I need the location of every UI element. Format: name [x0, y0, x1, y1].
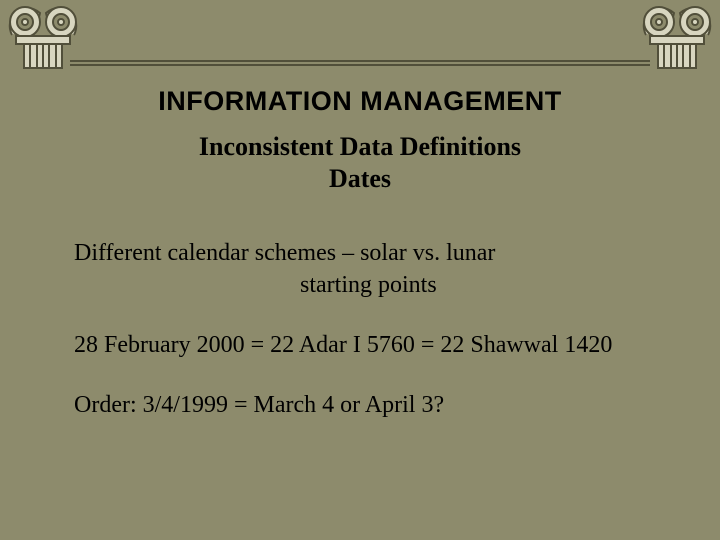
ionic-column-band: [0, 0, 720, 78]
body-line-4: Order: 3/4/1999 = March 4 or April 3?: [74, 392, 444, 419]
slide-title: INFORMATION MANAGEMENT: [0, 86, 720, 117]
lintel-bars: [70, 60, 650, 66]
slide-subtitle-1: Inconsistent Data Definitions: [0, 132, 720, 162]
body-line-2: starting points: [300, 272, 437, 299]
body-line-1: Different calendar schemes – solar vs. l…: [74, 240, 495, 267]
body-line-3: 28 February 2000 = 22 Adar I 5760 = 22 S…: [74, 332, 612, 359]
slide-subtitle-2: Dates: [0, 164, 720, 194]
